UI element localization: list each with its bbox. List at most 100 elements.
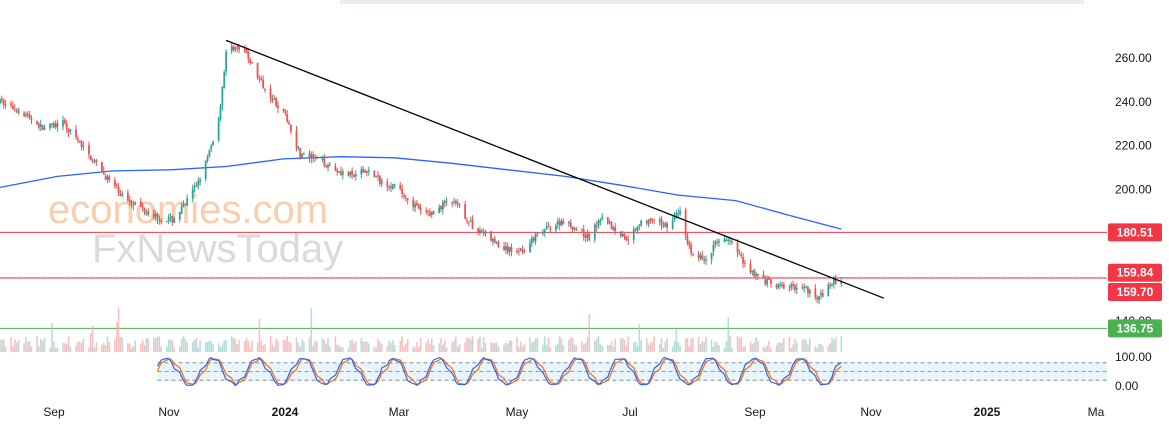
candle-body [703,259,706,261]
candle-body [445,201,448,203]
volume-bar [338,345,340,352]
candle-body [412,199,415,208]
candle-body [729,240,731,242]
volume-bar [321,337,324,352]
candle-body [260,78,263,80]
candle-body [477,228,479,233]
trendline-group[interactable] [225,39,885,299]
candle-body [0,98,1,104]
volume-bar [610,341,613,352]
volume-bar [503,344,505,352]
volume-bar [351,339,353,352]
volume-bar [282,339,285,352]
volume-bar [4,346,7,352]
candle-body [627,239,630,241]
volume-bar [167,339,170,352]
candle-body [710,253,713,260]
candle-body [290,124,292,132]
volume-bar [77,341,79,352]
stochastic-tick-label: 0.00 [1115,379,1139,393]
candle-body [725,240,728,242]
candle-body [834,278,837,284]
volume-bar [688,345,691,352]
volume-bar [519,341,522,352]
candle-body [586,233,589,238]
volume-bar [145,338,148,352]
candle-body [621,233,624,237]
candle-body [671,220,674,229]
candle-body [736,242,739,253]
candle-body [36,121,38,125]
time-axis[interactable]: Sep Nov 2024 Mar May Jul Sep Nov 2025 Ma [43,405,1104,419]
volume-bar [314,340,316,352]
candle-body [503,246,505,251]
volume-bar [658,344,661,352]
volume-bar [632,342,635,352]
candle-body [432,211,435,215]
volume-bar [673,340,676,352]
volume-bar [251,340,253,352]
volume-bar [154,337,157,352]
candle-body [649,218,652,221]
volume-bar [794,338,796,352]
time-tick-label: Sep [43,405,65,419]
volume-bar [599,344,602,352]
volume-bar [582,344,585,352]
time-tick-label: 2024 [272,405,299,419]
volume-bar [236,344,238,352]
volume-bar [364,342,366,352]
candle-body [338,171,341,173]
volume-bar [64,343,66,352]
volume-bar [91,325,94,352]
volume-bar [664,341,667,352]
candle-body [523,251,526,253]
candle-body [360,169,363,175]
volume-bar [225,339,227,352]
candle-body [727,239,730,241]
volume-bar [380,343,383,352]
volume-bar [705,337,707,352]
volume-bar [427,339,429,352]
candle-body [167,217,170,222]
volume-bar [106,336,109,352]
candle-body [595,225,598,227]
candle-body [245,48,248,54]
volume-bar [831,337,833,352]
volume-bar [132,345,135,352]
candle-body [467,221,470,223]
price-axis[interactable]: 260.00240.00220.00200.00180.00160.00140.… [1115,51,1152,393]
candle-body [367,170,370,172]
volume-bar [725,341,728,352]
volume-bar [262,345,264,352]
volume-bar [401,336,403,352]
volume-bar [770,347,772,352]
candle-body [608,222,611,224]
volume-bar [182,336,185,352]
candle-body [62,120,64,127]
volume-bar [740,336,743,352]
candle-body [160,220,163,222]
candle-body [225,51,227,72]
candle-body [779,284,782,286]
volume-bar [419,337,422,352]
volume-bar [464,342,466,352]
candle-body [375,176,378,178]
volume-bar [234,338,237,352]
candle-body [675,212,678,217]
candle-body [664,222,667,227]
candle-body [775,285,778,288]
volume-bar [264,344,266,352]
candle-body [336,170,339,173]
candle-body [831,284,833,286]
volume-bar [796,342,798,352]
candle-body [308,152,311,159]
volume-bar [792,344,794,352]
candle-body [658,220,661,222]
candle-body [562,220,565,224]
candle-body [406,198,409,201]
volume-bar [360,338,363,352]
candle-body [236,46,239,48]
price-tag [1108,263,1162,282]
volume-bar [184,338,187,352]
